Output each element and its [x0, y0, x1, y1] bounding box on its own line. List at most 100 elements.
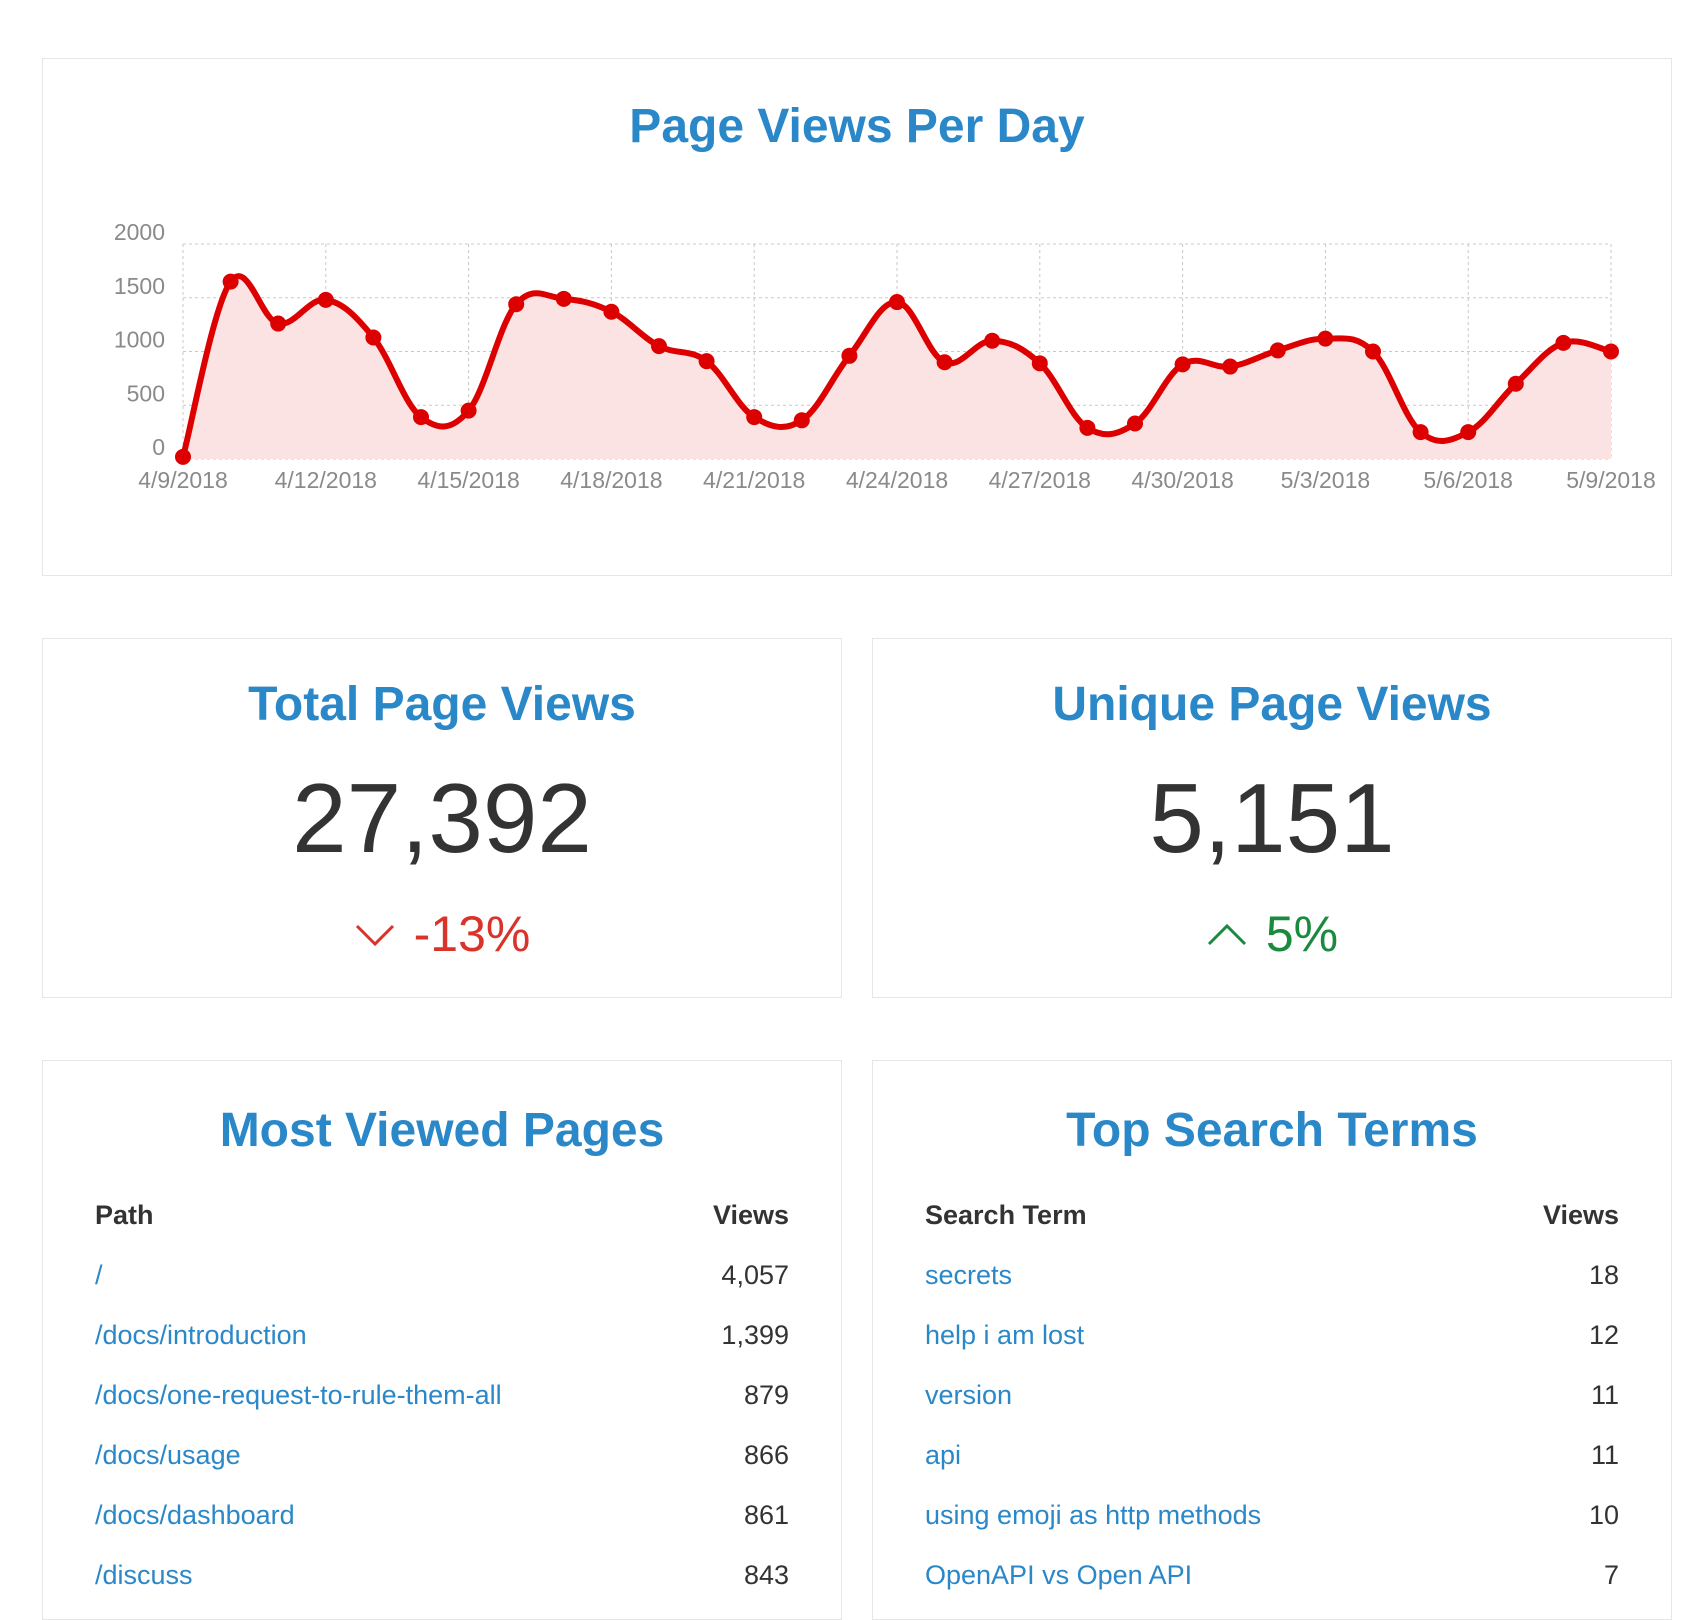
- page-views-count: 843: [743, 1559, 789, 1590]
- search-views-count: 10: [1588, 1499, 1619, 1530]
- data-point: [365, 329, 382, 346]
- total-page-views-title: Total Page Views: [248, 678, 636, 731]
- x-tick-label: 4/15/2018: [417, 467, 519, 493]
- table-header-row: Path Views: [95, 1185, 789, 1245]
- most-viewed-pages-title: Most Viewed Pages: [219, 1104, 665, 1157]
- total-change-value: -13%: [413, 906, 531, 962]
- search-term-link[interactable]: using emoji as http methods: [925, 1499, 1262, 1530]
- top-search-terms-table: Search Term Views secrets 18 help i am l…: [925, 1185, 1619, 1605]
- search-term-link[interactable]: help i am lost: [925, 1319, 1085, 1350]
- data-point: [1031, 355, 1048, 372]
- page-views-count: 4,057: [721, 1259, 789, 1290]
- table-row: using emoji as http methods 10: [925, 1485, 1619, 1545]
- data-point: [936, 354, 953, 371]
- search-views-count: 11: [1590, 1379, 1619, 1410]
- table-header-row: Search Term Views: [925, 1185, 1619, 1245]
- y-tick-label: 1000: [114, 327, 165, 353]
- top-search-terms-title: Top Search Terms: [1066, 1104, 1478, 1157]
- table-row: /docs/dashboard 861: [95, 1485, 789, 1545]
- table-row: secrets 18: [925, 1245, 1619, 1305]
- most-viewed-pages-table: Path Views / 4,057 /docs/introduction 1,…: [95, 1185, 789, 1605]
- y-tick-label: 2000: [114, 219, 165, 245]
- table-row: help i am lost 12: [925, 1305, 1619, 1365]
- x-tick-label: 4/30/2018: [1131, 467, 1233, 493]
- x-tick-label: 5/3/2018: [1281, 467, 1371, 493]
- data-point: [413, 409, 429, 426]
- unique-change-value: 5%: [1265, 906, 1339, 962]
- data-point: [746, 409, 763, 426]
- page-views-count: 1,399: [721, 1319, 789, 1350]
- y-tick-label: 500: [127, 380, 165, 406]
- x-tick-label: 5/6/2018: [1423, 467, 1513, 493]
- data-point: [317, 291, 334, 308]
- data-point: [793, 412, 810, 429]
- data-point: [555, 290, 572, 307]
- table-row: /docs/introduction 1,399: [95, 1305, 789, 1365]
- search-views-count: 7: [1603, 1559, 1619, 1590]
- x-tick-label: 4/12/2018: [275, 467, 377, 493]
- y-tick-label: 1500: [114, 273, 165, 299]
- data-point: [1079, 419, 1096, 436]
- data-point: [1603, 343, 1619, 360]
- area-fill: [183, 276, 1611, 459]
- x-tick-label: 4/9/2018: [138, 467, 228, 493]
- data-point: [1507, 375, 1524, 392]
- data-point: [1269, 342, 1286, 359]
- table-row: /docs/usage 866: [95, 1425, 789, 1485]
- data-point: [1127, 415, 1143, 432]
- most-viewed-pages-card: Most Viewed Pages Path Views / 4,057 /do…: [42, 1060, 842, 1620]
- column-header-views: Views: [712, 1199, 789, 1230]
- data-point: [1365, 343, 1381, 360]
- page-path-link[interactable]: /discuss: [95, 1559, 193, 1590]
- column-header-views: Views: [1542, 1199, 1619, 1230]
- x-tick-label: 4/27/2018: [989, 467, 1091, 493]
- unique-page-views-card: Unique Page Views 5,151 5%: [872, 638, 1672, 998]
- search-term-link[interactable]: api: [925, 1439, 962, 1470]
- data-point: [889, 294, 905, 311]
- page-views-count: 866: [743, 1439, 789, 1470]
- total-page-views-change: -13%: [43, 909, 841, 959]
- page-path-link[interactable]: /docs/one-request-to-rule-them-all: [95, 1379, 502, 1410]
- data-point: [1174, 356, 1191, 373]
- data-point: [698, 353, 715, 370]
- data-point: [841, 347, 858, 364]
- table-row: api 11: [925, 1425, 1619, 1485]
- x-tick-label: 5/9/2018: [1566, 467, 1656, 493]
- data-point: [222, 273, 239, 290]
- table-row: OpenAPI vs Open API 7: [925, 1545, 1619, 1605]
- search-views-count: 12: [1588, 1319, 1619, 1350]
- search-term-link[interactable]: secrets: [925, 1259, 1013, 1290]
- chart-title: Page Views Per Day: [629, 100, 1085, 153]
- page-path-link[interactable]: /docs/introduction: [95, 1319, 307, 1350]
- page-views-count: 861: [743, 1499, 789, 1530]
- column-header-search-term: Search Term: [925, 1199, 1087, 1230]
- data-point: [1460, 424, 1477, 441]
- x-tick-label: 4/18/2018: [560, 467, 662, 493]
- chevron-up-icon: [1207, 923, 1246, 946]
- data-point: [603, 303, 620, 320]
- data-point: [1555, 334, 1572, 351]
- search-term-link[interactable]: version: [925, 1379, 1013, 1410]
- data-point: [175, 448, 191, 465]
- page-path-link[interactable]: /: [95, 1259, 103, 1290]
- unique-page-views-change: 5%: [873, 909, 1671, 959]
- table-row: / 4,057: [95, 1245, 789, 1305]
- total-page-views-card: Total Page Views 27,392 -13%: [42, 638, 842, 998]
- x-tick-label: 4/24/2018: [846, 467, 948, 493]
- page-path-link[interactable]: /docs/usage: [95, 1439, 241, 1470]
- page-views-line-chart: 0 500 1000 1500 2000 4/9/2018 4/12/2018 4/15/20…: [114, 219, 1656, 493]
- data-point: [1317, 330, 1334, 347]
- data-point: [270, 315, 287, 332]
- data-point: [460, 402, 477, 419]
- table-row: version 11: [925, 1365, 1619, 1425]
- x-tick-label: 4/21/2018: [703, 467, 805, 493]
- page-path-link[interactable]: /docs/dashboard: [95, 1499, 295, 1530]
- data-point: [1412, 424, 1429, 441]
- data-point: [984, 332, 1001, 349]
- top-search-terms-card: Top Search Terms Search Term Views secre…: [872, 1060, 1672, 1620]
- y-tick-label: 0: [152, 434, 165, 460]
- table-row: /docs/one-request-to-rule-them-all 879: [95, 1365, 789, 1425]
- page-views-chart-card: Page Views Per Day 0 500 1000 1500 2000 4/9/2…: [42, 58, 1672, 576]
- search-term-link[interactable]: OpenAPI vs Open API: [925, 1559, 1193, 1590]
- column-header-path: Path: [95, 1199, 154, 1230]
